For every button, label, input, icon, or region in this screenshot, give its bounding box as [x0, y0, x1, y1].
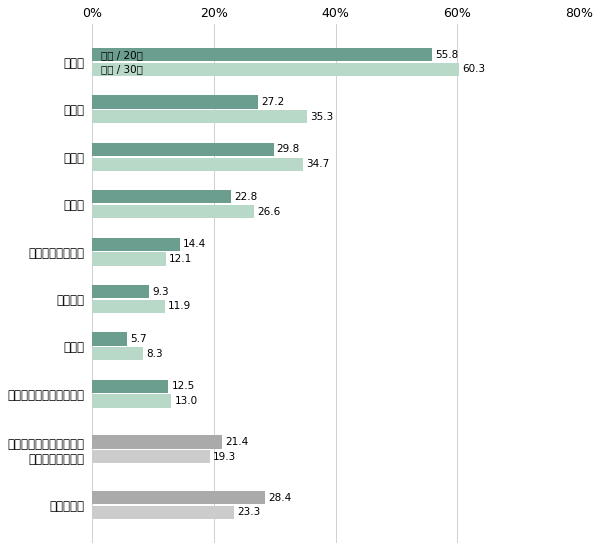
- Bar: [92, 394, 172, 408]
- Text: 12.1: 12.1: [169, 254, 192, 264]
- Text: 13.0: 13.0: [175, 396, 197, 406]
- Bar: [92, 205, 254, 218]
- Bar: [92, 48, 432, 61]
- Text: 23.3: 23.3: [237, 508, 260, 518]
- Text: 60.3: 60.3: [462, 64, 485, 74]
- Text: 11.9: 11.9: [168, 301, 191, 311]
- Text: 男性 / 20代: 男性 / 20代: [101, 50, 143, 60]
- Bar: [92, 491, 265, 504]
- Text: 27.2: 27.2: [261, 97, 284, 107]
- Bar: [92, 96, 258, 109]
- Text: 21.4: 21.4: [226, 437, 249, 447]
- Text: 8.3: 8.3: [146, 349, 163, 359]
- Text: 19.3: 19.3: [213, 452, 236, 462]
- Bar: [92, 110, 307, 123]
- Text: 5.7: 5.7: [130, 334, 146, 344]
- Text: 28.4: 28.4: [268, 493, 292, 503]
- Text: 22.8: 22.8: [234, 192, 257, 202]
- Text: 14.4: 14.4: [183, 239, 206, 249]
- Bar: [92, 300, 164, 313]
- Bar: [92, 252, 166, 266]
- Bar: [92, 285, 149, 298]
- Text: 34.7: 34.7: [307, 159, 330, 169]
- Text: 35.3: 35.3: [310, 112, 334, 122]
- Text: 29.8: 29.8: [277, 145, 300, 155]
- Bar: [92, 63, 459, 76]
- Bar: [92, 347, 143, 360]
- Bar: [92, 436, 223, 449]
- Bar: [92, 332, 127, 345]
- Text: 26.6: 26.6: [257, 207, 280, 217]
- Bar: [92, 450, 210, 464]
- Bar: [92, 143, 274, 156]
- Text: 12.5: 12.5: [172, 381, 194, 392]
- Bar: [92, 157, 304, 171]
- Bar: [92, 506, 234, 519]
- Bar: [92, 380, 169, 393]
- Text: 55.8: 55.8: [435, 50, 458, 60]
- Text: 9.3: 9.3: [152, 287, 169, 296]
- Bar: [92, 238, 180, 251]
- Bar: [92, 190, 231, 204]
- Text: 男性 / 30代: 男性 / 30代: [101, 64, 143, 74]
